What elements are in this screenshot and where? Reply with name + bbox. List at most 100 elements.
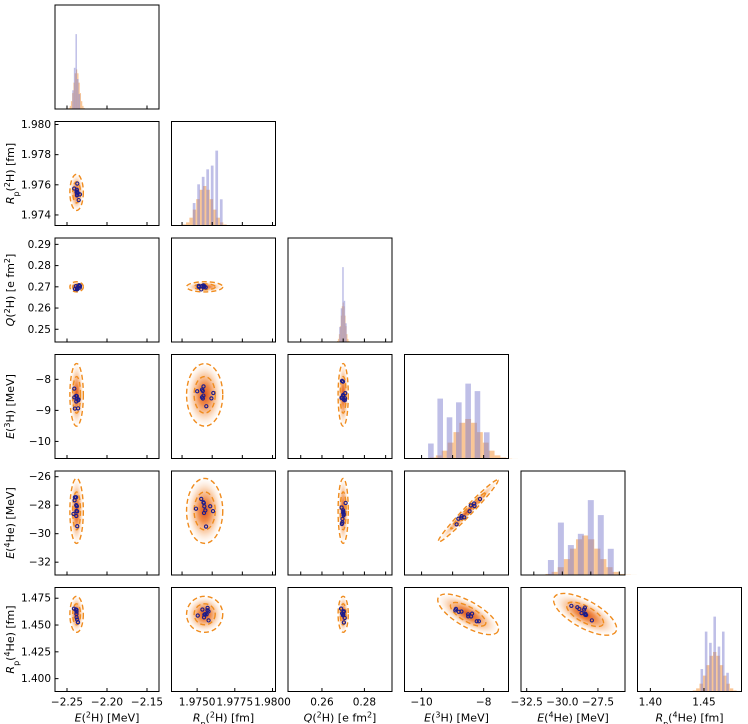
sample-marker	[195, 613, 200, 618]
hist-b-bar	[186, 222, 190, 226]
panel-Rp2H-hist	[171, 121, 276, 226]
hist-b-bar	[551, 571, 558, 575]
sample-marker	[200, 607, 205, 612]
hist-a-bar	[342, 267, 344, 342]
panel-frame	[54, 354, 160, 459]
panel-frame	[171, 121, 276, 226]
sample-marker	[339, 611, 345, 616]
panel-frame	[171, 587, 276, 692]
hist-a-bar	[340, 308, 343, 342]
hist-b-bar	[70, 101, 73, 109]
x-axis-label-E2H: E(2H) [MeV]	[75, 710, 140, 724]
y-tick-label: 1.475	[21, 593, 51, 605]
contour-2sigma	[185, 477, 224, 545]
panel-E2H-vs-E3H: −10 −9 −8	[29, 354, 160, 459]
hist-a-bar	[72, 90, 74, 109]
hist-a-bar	[343, 300, 346, 342]
y-tick-label: −32	[29, 557, 51, 569]
hist-a-bar	[192, 203, 196, 226]
sample-marker	[474, 619, 479, 624]
y-axis-label-E3H: E(3H) [MeV]	[3, 374, 18, 439]
density-blob	[70, 479, 84, 543]
contour-2sigma	[437, 479, 499, 543]
panel-frame	[171, 354, 276, 459]
panel-E3H-hist	[404, 354, 519, 459]
sample-marker	[477, 496, 483, 502]
panel-frame	[287, 237, 393, 343]
hist-a-bar	[597, 515, 604, 575]
contour-2sigma	[69, 595, 85, 634]
x-tick-label: 1.9800	[254, 697, 291, 709]
density-blob	[187, 479, 222, 543]
y-axis-label-Rp2H: Rp(2H) [fm]	[3, 143, 21, 204]
panel-frame	[54, 121, 160, 226]
hist-a-bar	[339, 327, 341, 342]
contour-2sigma	[337, 477, 349, 545]
y-tick-label: 1.978	[21, 149, 51, 161]
sample-marker	[476, 619, 482, 624]
sample-marker	[200, 388, 205, 394]
hist-b-bar	[337, 338, 339, 342]
hist-a-bar	[210, 165, 214, 226]
panel-frame	[404, 354, 509, 459]
hist-a-bar	[73, 67, 76, 109]
hist-b-bar	[696, 688, 700, 692]
hist-a-bar	[456, 402, 462, 459]
sample-marker	[466, 614, 471, 619]
sample-marker	[74, 513, 79, 519]
hist-b-bar	[69, 105, 71, 109]
hist-a-bar	[465, 383, 471, 459]
sample-marker	[210, 508, 216, 514]
hist-a-bar	[557, 522, 564, 575]
sample-marker	[339, 521, 345, 527]
hist-a-bar	[428, 443, 434, 459]
y-tick-label: 1.450	[21, 620, 51, 632]
sample-marker	[195, 389, 200, 394]
panel-frame	[404, 470, 509, 576]
hist-b-bar	[723, 675, 727, 692]
hist-a-bar	[474, 391, 481, 459]
sample-marker	[72, 498, 77, 503]
hist-b-bar	[182, 224, 187, 226]
sample-marker	[467, 509, 472, 514]
sample-marker	[339, 378, 345, 384]
y-tick-label: 1.980	[21, 119, 51, 131]
x-tick-label: 1.45	[692, 697, 715, 709]
sample-marker	[211, 390, 216, 396]
hist-b-bar	[692, 690, 697, 692]
contour-2sigma	[185, 281, 224, 293]
panel-Q2H-vs-E4He	[287, 470, 393, 576]
sample-marker	[75, 620, 81, 625]
sample-marker	[74, 611, 79, 617]
hist-a-bar	[75, 34, 77, 110]
hist-b-bar	[68, 107, 70, 109]
contour-1sigma	[193, 603, 216, 626]
hist-a-bar	[577, 533, 584, 575]
sample-marker	[193, 506, 199, 511]
sample-marker	[454, 522, 459, 527]
y-tick-label: −10	[29, 436, 51, 448]
sample-marker	[205, 608, 210, 613]
sample-marker	[75, 406, 81, 411]
x-tick-label: −8	[476, 697, 491, 709]
x-axis-label-Rp2H: Rp(2H) [fm]	[193, 710, 254, 724]
hist-b-bar	[594, 548, 601, 575]
y-tick-label: −8	[36, 374, 51, 386]
x-tick-label: 1.40	[639, 697, 662, 709]
contour-1sigma	[449, 601, 487, 627]
y-axis-label-E4He: E(4He) [MeV]	[3, 487, 18, 559]
hist-b-bar	[223, 224, 227, 226]
y-tick-label: −30	[29, 528, 51, 540]
sample-marker	[343, 391, 348, 396]
hist-b-bar	[459, 422, 466, 459]
sample-marker	[462, 515, 467, 520]
hist-a-bar	[607, 548, 614, 575]
hist-a-bar	[219, 199, 223, 226]
hist-b-bar	[471, 422, 477, 459]
x-tick-label: −2.15	[131, 697, 163, 709]
sample-marker	[75, 285, 80, 290]
hist-b-bar	[563, 559, 570, 575]
x-tick-label: −10	[410, 697, 432, 709]
panel-frame	[404, 587, 509, 692]
hist-b-bar	[346, 334, 348, 342]
